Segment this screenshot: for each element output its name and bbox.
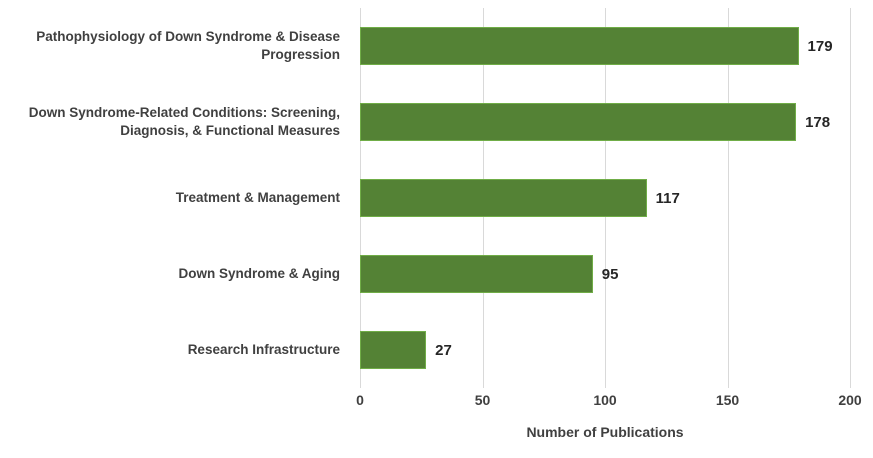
x-axis-title: Number of Publications [526, 424, 684, 440]
category-label: Treatment & Management [175, 189, 340, 205]
gridline-x-150 [727, 8, 729, 388]
gridline-x-200 [850, 8, 851, 388]
x-tick-label: 100 [593, 392, 617, 408]
x-tick-label: 200 [838, 392, 862, 408]
category-label: Down Syndrome & Aging [178, 265, 341, 281]
value-label: 95 [601, 265, 619, 283]
category-label: Research Infrastructure [187, 341, 340, 357]
category-label: Pathophysiology of Down Syndrome & Disea… [36, 28, 340, 62]
bar-row: Down Syndrome & Aging 95 [0, 236, 873, 312]
x-axis-tick-labels: 0 50 100 150 200 [356, 392, 862, 410]
value-label: 117 [655, 189, 680, 207]
bar [360, 255, 593, 293]
bar-row: Pathophysiology of Down Syndrome & Disea… [0, 8, 873, 84]
bar-row: Treatment & Management 117 [0, 160, 873, 236]
bar [360, 179, 647, 217]
value-label: 27 [435, 341, 452, 359]
x-tick-label: 150 [715, 392, 740, 408]
value-label: 178 [805, 113, 831, 131]
x-tick-label: 50 [474, 392, 491, 408]
bar [360, 103, 797, 141]
bar [360, 331, 427, 369]
category-label: Down Syndrome-Related Conditions: Screen… [28, 104, 340, 138]
x-tick-label: 0 [356, 392, 364, 408]
bar [360, 27, 799, 65]
bar-row: Research Infrastructure 27 [0, 312, 873, 388]
bar-row: Down Syndrome-Related Conditions: Screen… [0, 84, 873, 160]
value-label: 179 [807, 37, 833, 55]
